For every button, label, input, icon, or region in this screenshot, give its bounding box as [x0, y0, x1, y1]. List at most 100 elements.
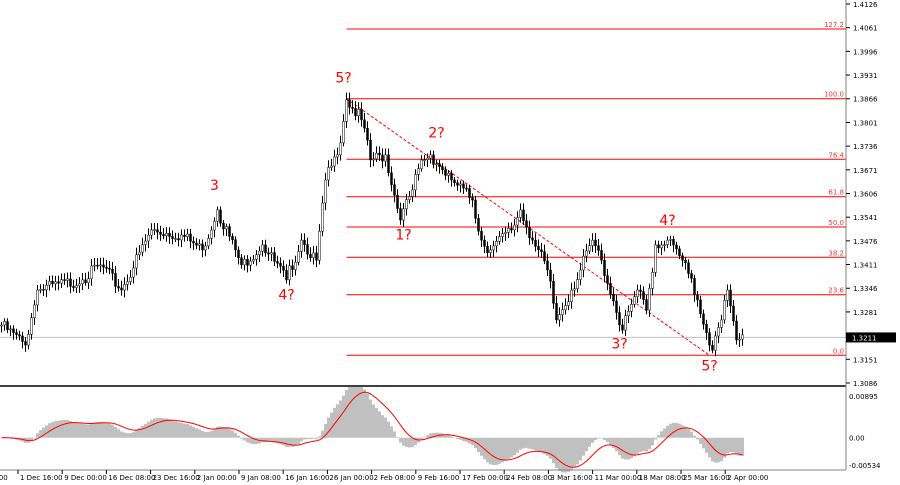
price-bar-body — [90, 265, 93, 279]
oscillator-histogram-bar — [717, 437, 720, 463]
price-bar-body — [267, 252, 270, 255]
oscillator-histogram-bar — [54, 421, 57, 438]
oscillator-histogram-bar — [123, 432, 126, 438]
oscillator-histogram-bar — [339, 400, 342, 438]
oscillator-histogram-bar — [231, 430, 234, 438]
time-tick-label: 23 Dec 16:00 — [153, 474, 200, 482]
price-bar-body — [567, 301, 570, 306]
price-bar-body — [657, 244, 660, 249]
price-bar-body — [516, 217, 519, 226]
price-bar-body — [264, 244, 267, 254]
oscillator-histogram-bar — [255, 437, 258, 445]
oscillator-histogram-bar — [276, 437, 279, 444]
oscillator-histogram-bar — [666, 425, 669, 438]
time-tick-label: 2 Feb 08:00 — [374, 474, 415, 482]
price-bar-body — [612, 294, 615, 302]
price-tick-label: 1.4126 — [853, 1, 878, 9]
oscillator-histogram-bar — [513, 437, 516, 456]
oscillator-histogram-bar — [336, 404, 339, 438]
price-bar-body — [246, 258, 249, 266]
price-bar-body — [276, 261, 279, 264]
price-bar-body — [99, 264, 102, 267]
oscillator-histogram-bar — [78, 423, 81, 438]
oscillator-histogram-bar — [435, 432, 438, 438]
price-bar-body — [39, 289, 42, 291]
oscillator-histogram-bar — [594, 437, 597, 441]
oscillator-histogram-bar — [396, 436, 399, 438]
price-bar-body — [45, 284, 48, 291]
price-bar-body — [537, 246, 540, 251]
oscillator-histogram-bar — [705, 437, 708, 453]
oscillator-histogram-bar — [189, 425, 192, 438]
price-bar-body — [111, 268, 114, 274]
oscillator-histogram-bar — [180, 422, 183, 438]
price-bar-body — [618, 312, 621, 326]
price-bar-body — [9, 328, 12, 331]
price-bar-body — [315, 252, 318, 261]
price-bar-body — [342, 121, 345, 144]
oscillator-histogram-bar — [630, 437, 633, 459]
oscillator-histogram-bar — [120, 431, 123, 438]
oscillator-histogram-bar — [546, 437, 549, 457]
price-bar-body — [534, 239, 537, 247]
price-bar-body — [201, 243, 204, 251]
oscillator-histogram-bar — [252, 437, 255, 445]
price-tick-label: 1.3541 — [853, 214, 878, 222]
oscillator-histogram-bar — [738, 437, 741, 456]
price-bar-body — [606, 275, 609, 284]
price-bar-body — [729, 289, 732, 307]
price-bar-body — [279, 263, 282, 267]
oscillator-histogram-bar — [366, 393, 369, 438]
price-bar-body — [162, 234, 165, 237]
price-bar-body — [105, 266, 108, 269]
oscillator-histogram-bar — [408, 437, 411, 448]
price-bar-body — [615, 300, 618, 313]
oscillator-histogram-bar — [207, 431, 210, 438]
fib-level-label: 50.0 — [828, 219, 844, 227]
oscillator-histogram-bar — [270, 437, 273, 442]
oscillator-histogram-bar — [99, 421, 102, 438]
price-bar-body — [189, 233, 192, 242]
price-bar-body — [369, 139, 372, 161]
oscillator-histogram-bar — [237, 435, 240, 438]
price-bar-body — [672, 239, 675, 246]
price-bar-body — [414, 174, 417, 191]
oscillator-histogram-bar — [177, 422, 180, 438]
price-bar-body — [126, 281, 129, 285]
price-bar-body — [636, 289, 639, 297]
price-bar-body — [63, 279, 66, 281]
fib-level-label: 127.2 — [824, 21, 844, 29]
oscillator-histogram-bar — [540, 437, 543, 453]
oscillator-histogram-bar — [582, 437, 585, 456]
price-bar-body — [237, 249, 240, 258]
price-tick-label: 1.3671 — [853, 167, 878, 175]
oscillator-histogram-bar — [378, 411, 381, 438]
price-bar-body — [468, 188, 471, 198]
oscillator-histogram-bar — [651, 437, 654, 446]
oscillator-histogram-bar — [534, 437, 537, 451]
price-bar-body — [420, 159, 423, 169]
oscillator-histogram-bar — [633, 437, 636, 457]
oscillator-histogram-bar — [405, 437, 408, 447]
oscillator-histogram-bar — [591, 437, 594, 443]
oscillator-histogram-bar — [660, 431, 663, 438]
price-bar-body — [225, 226, 228, 230]
oscillator-histogram-bar — [510, 437, 513, 458]
oscillator-histogram-bar — [117, 429, 120, 438]
price-bar-body — [489, 249, 492, 253]
price-bar-body — [639, 289, 642, 292]
oscillator-histogram-bar — [141, 425, 144, 438]
price-bar-body — [441, 166, 444, 170]
oscillator-histogram-bar — [456, 437, 459, 439]
price-bar-body — [3, 321, 6, 326]
price-bar-body — [666, 239, 669, 245]
oscillator-histogram-bar — [363, 389, 366, 438]
price-bar-body — [102, 264, 105, 268]
oscillator-histogram-bar — [570, 437, 573, 470]
oscillator-histogram-bar — [672, 422, 675, 438]
price-bar-body — [270, 252, 273, 255]
oscillator-histogram-bar — [411, 437, 414, 448]
price-bar-body — [159, 231, 162, 235]
oscillator-histogram-bar — [471, 437, 474, 446]
oscillator-histogram-bar — [150, 419, 153, 438]
